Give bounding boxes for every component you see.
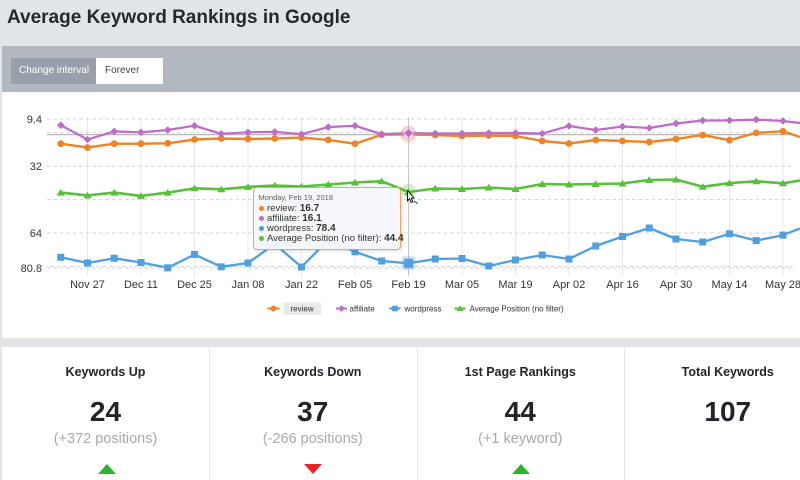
svg-text:Apr 02: Apr 02: [553, 279, 585, 291]
svg-text:review: review: [291, 305, 314, 314]
svg-text:Jan 08: Jan 08: [231, 279, 264, 291]
svg-text:Apr 30: Apr 30: [660, 279, 692, 291]
svg-text:May 28: May 28: [765, 279, 800, 291]
svg-text:Dec 11: Dec 11: [124, 279, 158, 291]
svg-text:80.8: 80.8: [21, 263, 42, 275]
svg-text:64: 64: [30, 228, 42, 240]
svg-text:9.4: 9.4: [27, 114, 42, 126]
svg-text:affiliate: affiliate: [350, 305, 376, 314]
svg-text:May 14: May 14: [711, 279, 747, 291]
svg-text:Feb 19: Feb 19: [391, 279, 425, 291]
svg-text:Mar 05: Mar 05: [445, 279, 479, 291]
svg-text:Average Position (no filter): Average Position (no filter): [470, 305, 564, 314]
svg-text:32: 32: [30, 161, 42, 173]
svg-text:Apr 16: Apr 16: [606, 279, 638, 291]
svg-text:wordpress: wordpress: [404, 305, 442, 314]
svg-text:Mar 19: Mar 19: [498, 279, 532, 291]
svg-text:Feb 05: Feb 05: [338, 279, 372, 291]
svg-text:Nov 27: Nov 27: [70, 279, 105, 291]
svg-text:Jan 22: Jan 22: [285, 279, 318, 291]
svg-text:Dec 25: Dec 25: [177, 279, 212, 291]
